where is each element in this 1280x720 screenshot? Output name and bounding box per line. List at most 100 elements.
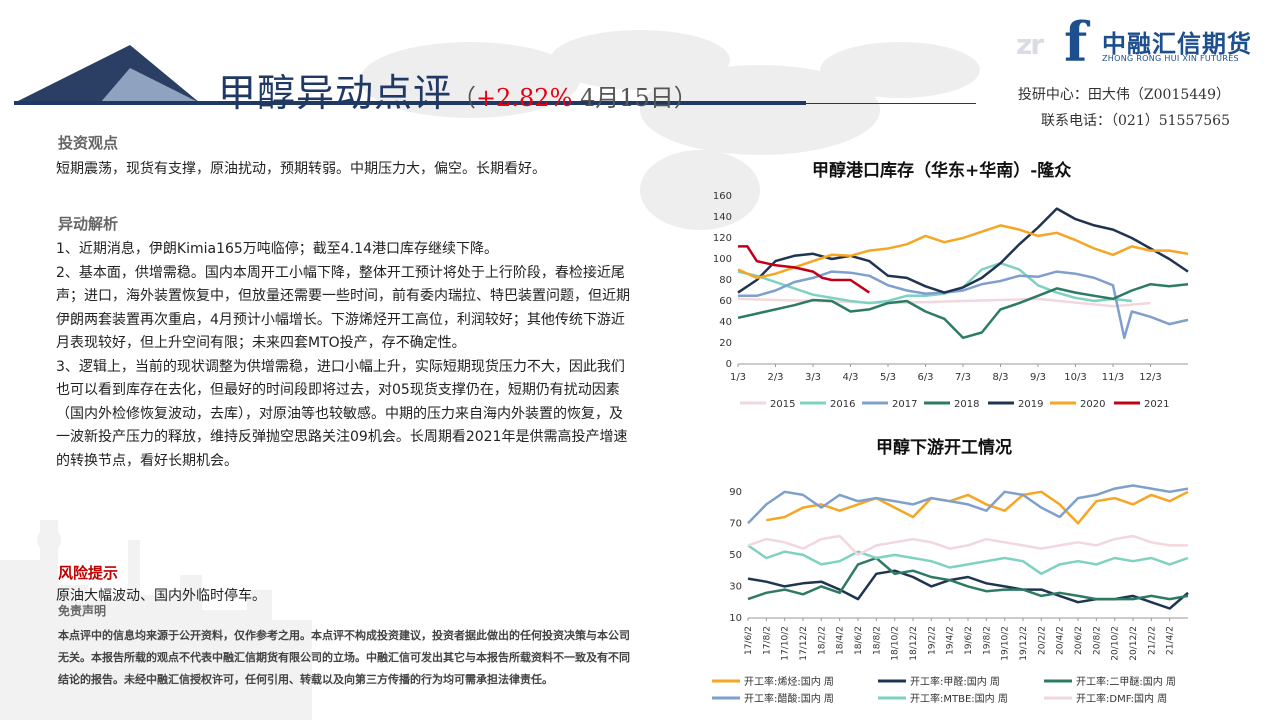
- risk-text: 原油大幅波动、国内外临时停车。: [56, 588, 266, 604]
- y-tick-label: 140: [713, 212, 732, 223]
- x-tick-label: 20/2/2: [1037, 626, 1047, 655]
- x-tick-label: 18/2/2: [817, 626, 827, 655]
- y-tick-label: 0: [726, 359, 732, 370]
- analysis-body: 1、近期消息，伊朗Kimia165万吨临停；截至4.14港口库存继续下降。 2、…: [56, 238, 631, 473]
- x-tick-label: 20/8/2: [1092, 626, 1102, 655]
- x-tick-label: 18/6/2: [854, 626, 864, 655]
- legend-label-0: 2015: [770, 399, 795, 410]
- x-tick-label: 21/2/2: [1147, 626, 1157, 655]
- x-tick-label: 17/12/2: [799, 626, 809, 661]
- x-tick-label: 7/3: [955, 372, 971, 383]
- legend-label-2: 开工率:二甲醚:国内 周: [1076, 675, 1176, 688]
- legend-label-2: 2017: [892, 399, 917, 410]
- x-tick-label: 20/4/2: [1056, 626, 1066, 655]
- header-rule-right: [806, 103, 976, 104]
- analysis-paragraph-2: 2、基本面，供增需稳。国内本周开工小幅下降，整体开工预计将处于上行阶段，春检接近…: [56, 264, 630, 352]
- x-tick-label: 19/10/2: [1001, 626, 1011, 661]
- y-tick-label: 10: [729, 613, 742, 624]
- x-tick-label: 19/8/2: [982, 626, 992, 655]
- x-tick-label: 18/4/2: [836, 626, 846, 655]
- legend-label-0: 开工率:烯烃:国内 周: [744, 675, 834, 688]
- y-tick-label: 50: [729, 550, 742, 561]
- series-line-5: [737, 224, 1189, 280]
- legend-label-1: 开工率:甲醛:国内 周: [910, 675, 1000, 688]
- phone-info: 联系电话：（021）51557565: [1041, 113, 1230, 129]
- y-tick-label: 40: [719, 317, 732, 328]
- series-line-6: [738, 245, 870, 294]
- disclaimer-text: 本点评中的信息均来源于公开资料，仅作参考之用。本点评不构成投资建议，投资者据此做…: [58, 629, 630, 686]
- x-tick-label: 11/3: [1102, 372, 1124, 383]
- x-tick-label: 17/8/2: [762, 626, 772, 655]
- series-line-3: [747, 484, 1189, 525]
- series-line-2: [738, 270, 1189, 340]
- x-tick-label: 12/3: [1139, 372, 1161, 383]
- x-tick-label: 20/12/2: [1129, 626, 1139, 661]
- series-line-4: [747, 544, 1189, 576]
- analysis-heading: 异动解析: [58, 215, 119, 233]
- analysis-paragraph-1: 1、近期消息，伊朗Kimia165万吨临停；截至4.14港口库存继续下降。: [56, 241, 498, 257]
- view-text: 短期震荡，现货有支撑，原油扰动，预期转弱。中期压力大，偏空。长期看好。: [56, 161, 546, 177]
- x-tick-label: 17/10/2: [781, 626, 791, 661]
- y-tick-label: 30: [729, 581, 742, 592]
- x-tick-label: 19/4/2: [946, 626, 956, 655]
- x-tick-label: 5/3: [880, 372, 896, 383]
- page-title: 甲醇异动点评（+2.82% 4月15日）: [218, 62, 698, 117]
- series-line-3: [737, 282, 1189, 340]
- x-tick-label: 18/12/2: [909, 626, 919, 661]
- x-tick-label: 10/3: [1064, 372, 1086, 383]
- series-line-0: [766, 490, 1189, 525]
- inventory-chart: 0 20 40 60 80 100 120 140 160 1/3 2/3 3/3 4/3 5/3 6/3 7…: [713, 191, 1189, 410]
- series-line-2: [747, 556, 1189, 601]
- series-line-1: [737, 261, 1132, 305]
- x-tick-label: 20/10/2: [1111, 626, 1121, 661]
- y-tick-label: 90: [729, 487, 742, 498]
- y-tick-label: 70: [729, 518, 742, 529]
- x-tick-label: 9/3: [1030, 372, 1046, 383]
- legend-label-3: 2018: [954, 399, 979, 410]
- legend-label-1: 2016: [830, 399, 855, 410]
- legend-label-5: 2020: [1080, 399, 1105, 410]
- legend-label-3: 开工率:醋酸:国内 周: [744, 692, 834, 705]
- series-line-4: [737, 207, 1189, 294]
- world-map-watermark: [360, 30, 980, 230]
- x-tick-label: 4/3: [842, 372, 858, 383]
- logo-f-mark: f: [1064, 10, 1088, 74]
- x-tick-label: 18/8/2: [872, 626, 882, 655]
- logo-chinese-name: 中融汇信期货: [1102, 30, 1252, 58]
- x-tick-label: 17/6/2: [744, 626, 754, 655]
- city-skyline-watermark: [0, 520, 312, 720]
- y-tick-label: 20: [719, 338, 732, 349]
- analysis-paragraph-3: 3、逻辑上，当前的现状调整为供增需稳，进口小幅上升，实际短期现货压力不大，因此我…: [56, 358, 628, 469]
- y-tick-label: 60: [719, 296, 732, 307]
- x-tick-label: 8/3: [992, 372, 1008, 383]
- x-tick-label: 20/6/2: [1074, 626, 1084, 655]
- x-tick-label: 21/4/2: [1166, 626, 1176, 655]
- risk-heading: 风险提示: [58, 564, 119, 582]
- title-text: 甲醇异动点评: [218, 71, 453, 115]
- inventory-chart-title: 甲醇港口库存（华东+华南）-隆众: [812, 161, 1072, 181]
- x-tick-label: 19/12/2: [1019, 626, 1029, 661]
- y-tick-label: 120: [713, 233, 732, 244]
- downstream-chart-title: 甲醇下游开工情况: [876, 438, 1012, 458]
- legend-label-4: 2019: [1018, 399, 1043, 410]
- header-rule: [14, 101, 806, 105]
- series-line-5: [747, 534, 1188, 557]
- analyst-info: 投研中心：田大伟（Z0015449）: [1017, 87, 1230, 103]
- x-tick-label: 3/3: [805, 372, 821, 383]
- title-date: 4月15日）: [572, 84, 698, 112]
- view-heading: 投资观点: [58, 134, 119, 152]
- logo-english-name: ZHONG RONG HUI XIN FUTURES: [1102, 54, 1239, 63]
- title-paren: （: [452, 84, 477, 112]
- y-tick-label: 80: [719, 275, 732, 286]
- x-tick-label: 6/3: [917, 372, 933, 383]
- price-change: +2.82%: [476, 84, 573, 112]
- company-logo: zr f 中融汇信期货 ZHONG RONG HUI XIN FUTURES: [1010, 14, 1272, 70]
- y-tick-label: 160: [713, 191, 732, 202]
- x-tick-label: 19/2/2: [927, 626, 937, 655]
- y-tick-label: 100: [713, 254, 732, 265]
- legend-label-5: 开工率:DMF:国内 周: [1076, 692, 1167, 705]
- logo-zr-mark: zr: [1016, 28, 1044, 61]
- legend-label-4: 开工率:MTBE:国内 周: [910, 692, 1008, 705]
- x-tick-label: 18/10/2: [891, 626, 901, 661]
